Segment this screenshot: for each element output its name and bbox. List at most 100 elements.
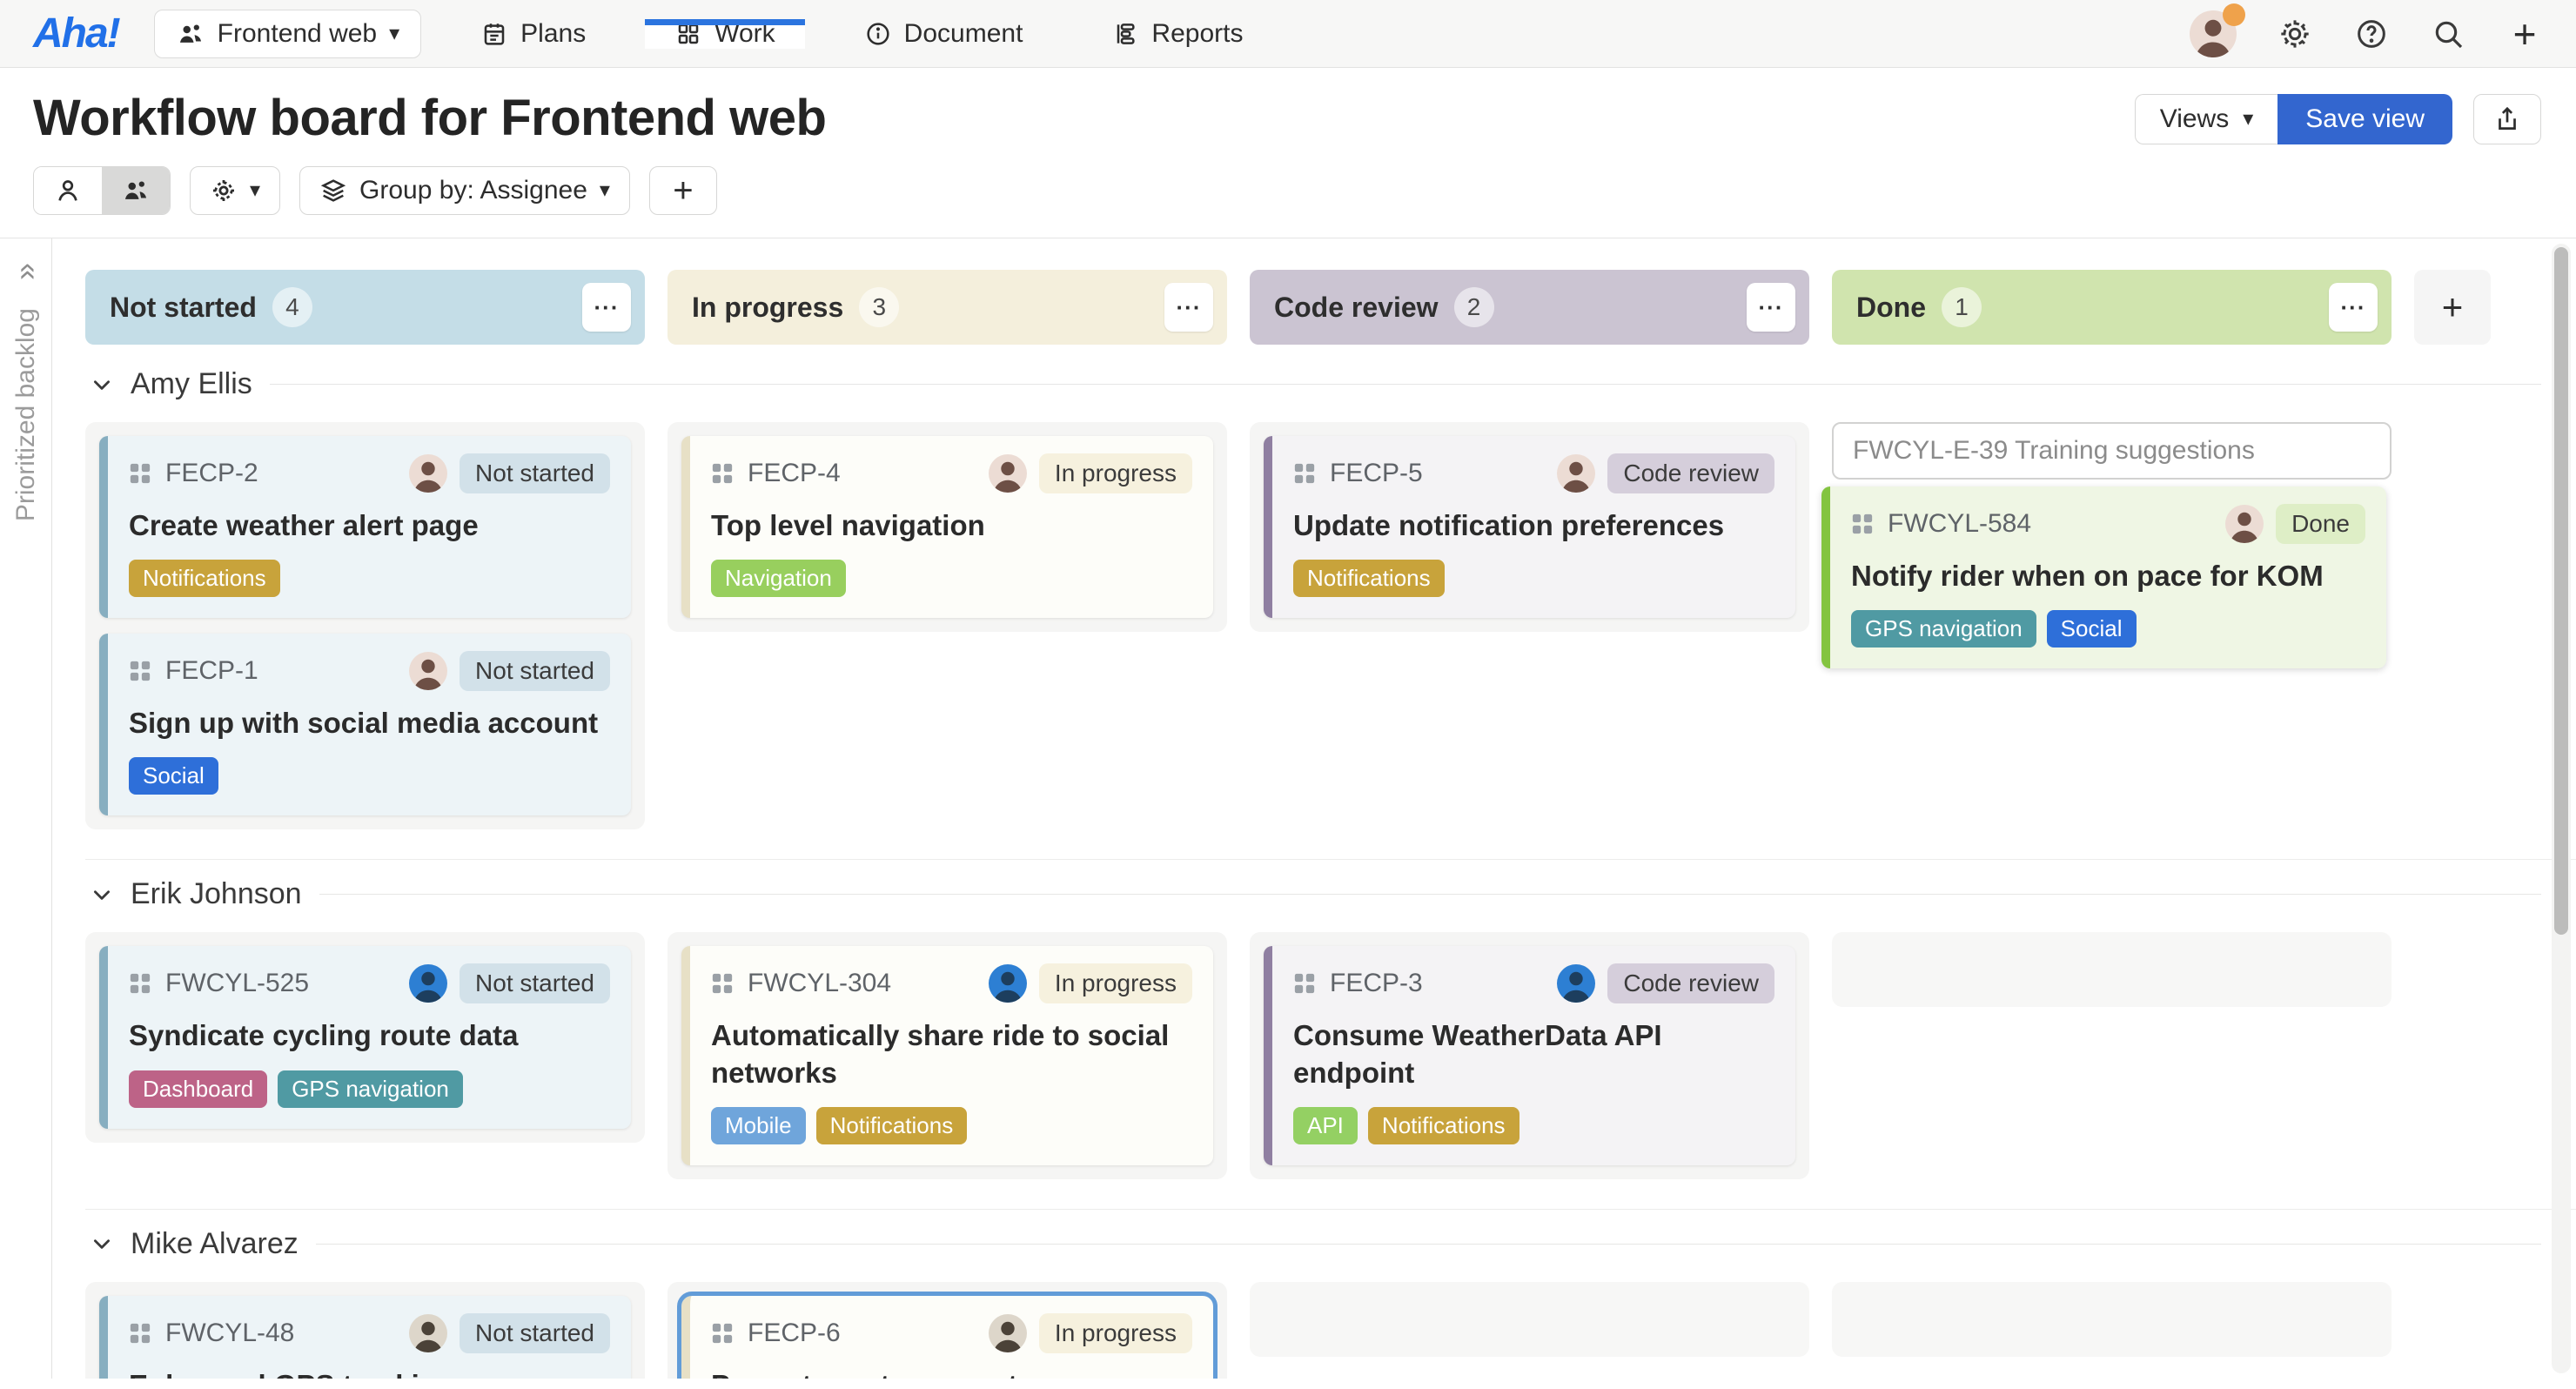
- card-tags: Social: [129, 757, 610, 795]
- card-header-right: Code review: [1557, 963, 1774, 1004]
- drag-handle-icon[interactable]: [1293, 462, 1316, 485]
- user-avatar[interactable]: [2190, 3, 2245, 57]
- help-icon[interactable]: [2353, 16, 2390, 52]
- card-header: FWCYL-525 Not started: [129, 963, 610, 1004]
- vertical-scrollbar[interactable]: [2552, 244, 2571, 1373]
- status-badge: Not started: [460, 1312, 610, 1353]
- work-card-fwcyl-304[interactable]: FWCYL-304 In progress Automatically share …: [681, 946, 1213, 1165]
- nav-item-plans[interactable]: Plans: [451, 19, 615, 49]
- drag-handle-icon[interactable]: [129, 1322, 151, 1345]
- prioritized-backlog-rail[interactable]: » Prioritized backlog: [0, 238, 52, 1379]
- assignee-avatar: [988, 454, 1027, 493]
- work-card-fwcyl-584[interactable]: FWCYL-584 Done Notify rider when on pace f…: [1821, 486, 2386, 669]
- aha-logo: Aha!: [33, 10, 121, 57]
- nav-item-document[interactable]: Document: [835, 19, 1053, 49]
- drag-handle-icon[interactable]: [129, 972, 151, 995]
- card-header-right: In progress: [988, 963, 1192, 1004]
- board-cell: FWCYL-525 Not started Syndicate cycling ro…: [85, 932, 645, 1143]
- group-assignee-toggle[interactable]: [102, 167, 170, 214]
- nav-item-label: Work: [714, 18, 775, 48]
- calendar-icon: [480, 20, 508, 48]
- work-card-fecp-1[interactable]: FECP-1 Not started Sign up with social med…: [99, 634, 631, 816]
- work-card-fwcyl-525[interactable]: FWCYL-525 Not started Syndicate cycling ro…: [99, 946, 631, 1129]
- card-tags: Navigation: [711, 560, 1192, 598]
- card-tags: Mobile Notifications: [711, 1106, 1192, 1144]
- card-header: FWCYL-304 In progress: [711, 963, 1192, 1004]
- card-header: FECP-2 Not started: [129, 453, 610, 493]
- add-column-button[interactable]: +: [2414, 270, 2491, 345]
- column-more-button[interactable]: ···: [1164, 283, 1213, 332]
- swimlane-header[interactable]: Mike Alvarez: [91, 1227, 2541, 1261]
- work-card-fecp-6[interactable]: FECP-6In progressPromote partner eventsP…: [677, 1291, 1218, 1379]
- drag-handle-icon[interactable]: [711, 1322, 734, 1345]
- drag-handle-icon[interactable]: [711, 972, 734, 995]
- card-id: FECP-6: [748, 1318, 841, 1347]
- settings-gear-icon[interactable]: [2277, 16, 2313, 52]
- tag-social: Social: [2046, 610, 2137, 648]
- tag-notifications: Notifications: [1367, 1106, 1519, 1144]
- views-save-split-button: Views ▾ Save view: [2134, 94, 2452, 144]
- work-card-fwcyl-48[interactable]: FWCYL-48 Not started Enhanced GPS tracking…: [99, 1295, 631, 1379]
- workspace-name: Frontend web: [217, 18, 378, 48]
- chevron-down-icon[interactable]: [91, 373, 113, 396]
- card-header-right: Not started: [409, 1312, 610, 1353]
- tag-gps-navigation: GPS navigation: [1851, 610, 2036, 648]
- epic-container-label[interactable]: FWCYL-E-39 Training suggestions: [1832, 422, 2392, 480]
- views-button[interactable]: Views ▾: [2134, 94, 2278, 144]
- column-header-not-started: Not started 4 ···: [85, 270, 645, 345]
- swimlane-header[interactable]: Erik Johnson: [91, 877, 2541, 911]
- board-cell-empty: [1832, 1281, 2392, 1357]
- card-header-right: In progress: [988, 1312, 1192, 1353]
- assignee-avatar: [988, 1313, 1027, 1352]
- tag-dashboard: Dashboard: [129, 1070, 268, 1108]
- group-by-button[interactable]: Group by: Assignee ▾: [299, 166, 630, 215]
- column-more-button[interactable]: ···: [2329, 283, 2378, 332]
- column-count-badge: 1: [1942, 287, 1982, 327]
- share-export-button[interactable]: [2473, 94, 2541, 144]
- assignee-avatar: [2225, 505, 2264, 543]
- drag-handle-icon[interactable]: [129, 462, 151, 485]
- assignee-avatar: [409, 964, 448, 1003]
- add-board-item-button[interactable]: +: [648, 166, 717, 215]
- work-card-fecp-2[interactable]: FECP-2 Not started Create weather alert pa…: [99, 436, 631, 619]
- status-badge: Not started: [460, 453, 610, 493]
- swimlane-cells-row: FECP-2 Not started Create weather alert pa…: [85, 422, 2541, 830]
- caret-down-icon: ▾: [2243, 107, 2254, 131]
- column-count-badge: 4: [272, 287, 312, 327]
- scrollbar-thumb[interactable]: [2554, 247, 2568, 935]
- work-card-fecp-4[interactable]: FECP-4 In progress Top level navigation Nav…: [681, 436, 1213, 619]
- workspace-selector[interactable]: Frontend web ▾: [153, 9, 422, 58]
- search-icon[interactable]: [2430, 16, 2466, 52]
- tag-notifications: Notifications: [1293, 560, 1445, 598]
- card-header: FECP-6 In progress: [711, 1312, 1192, 1353]
- board-settings-button[interactable]: ▾: [190, 166, 281, 215]
- work-card-fecp-3[interactable]: FECP-3 Code review Consume WeatherData API…: [1264, 946, 1795, 1165]
- chevron-down-icon[interactable]: [91, 883, 113, 906]
- column-more-button[interactable]: ···: [1747, 283, 1795, 332]
- save-view-button[interactable]: Save view: [2277, 94, 2452, 144]
- drag-handle-icon[interactable]: [129, 660, 151, 682]
- drag-handle-icon[interactable]: [711, 462, 734, 485]
- save-view-label: Save view: [2305, 104, 2425, 133]
- drag-handle-icon[interactable]: [1293, 972, 1316, 995]
- nav-item-work[interactable]: Work: [645, 18, 806, 49]
- single-assignee-toggle[interactable]: [34, 167, 102, 214]
- swimlane-header[interactable]: Amy Ellis: [91, 367, 2541, 401]
- card-title: Enhanced GPS tracking: [129, 1367, 610, 1379]
- expand-panel-icon[interactable]: »: [7, 262, 44, 281]
- assignee-avatar: [1557, 964, 1596, 1003]
- drag-handle-icon[interactable]: [1851, 513, 1874, 535]
- board-toolbar: ▾ Group by: Assignee ▾ +: [0, 147, 2576, 238]
- assignee-view-segmented-control: [33, 166, 171, 215]
- column-more-button[interactable]: ···: [582, 283, 631, 332]
- card-header-right: Not started: [409, 453, 610, 493]
- add-icon[interactable]: +: [2506, 14, 2543, 54]
- card-title: Update notification preferences: [1293, 509, 1725, 541]
- work-card-fecp-5[interactable]: FECP-5 Code review Update notification pre…: [1264, 436, 1795, 619]
- nav-item-reports[interactable]: Reports: [1082, 19, 1272, 49]
- column-name: Done: [1856, 291, 1926, 323]
- caret-down-icon: ▾: [250, 178, 261, 202]
- chevron-down-icon[interactable]: [91, 1232, 113, 1255]
- nav-item-label: Document: [903, 18, 1023, 48]
- group-by-label: Group by: Assignee: [359, 176, 587, 205]
